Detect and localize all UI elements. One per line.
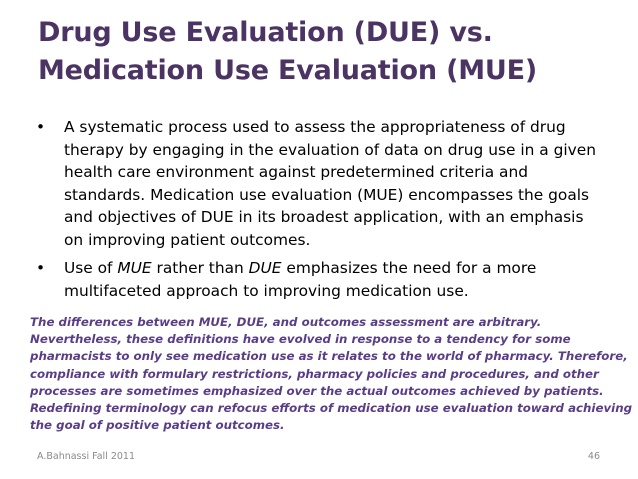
bullet-item-1: • A systematic process used to assess th…	[36, 116, 616, 251]
slide-title-line-1: Drug Use Evaluation (DUE) vs.	[38, 17, 493, 48]
note-line-7: the goal of positive patient outcomes.	[30, 418, 285, 433]
note-line-2: Nevertheless, these definitions have evo…	[30, 332, 571, 347]
slide-title-line-2: Medication Use Evaluation (MUE)	[38, 55, 538, 86]
note-line-5: processes are sometimes emphasized over …	[30, 383, 604, 398]
note-paragraph: The differences between MUE, DUE, and ou…	[30, 314, 633, 434]
bullet-1-line-1: A systematic process used to assess the …	[64, 118, 566, 136]
bullet-1-line-5: and objectives of DUE in its broadest ap…	[64, 208, 584, 226]
footer-author: A.Bahnassi Fall 2011	[37, 451, 136, 462]
bullet-list: • A systematic process used to assess th…	[36, 116, 616, 308]
slide-title: Drug Use Evaluation (DUE) vs. Medication…	[38, 14, 628, 90]
note-line-4: compliance with formulary restrictions, …	[30, 366, 599, 381]
bullet-2-line-1: Use of MUE rather than DUE emphasizes th…	[64, 257, 616, 280]
bullet-2-text-mid: rather than	[151, 259, 249, 277]
bullet-1-line-3: health care environment against predeter…	[64, 163, 529, 181]
note-line-3: pharmacists to only see medication use a…	[30, 349, 628, 364]
bullet-2-text-post: emphasizes the need for a more	[281, 259, 537, 277]
bullet-2-line-2: multifaceted approach to improving medic…	[64, 281, 469, 300]
note-line-6: Redefining terminology can refocus effor…	[30, 401, 633, 416]
bullet-2-emphasis-mue: MUE	[117, 259, 152, 277]
bullet-2-text-pre: Use of	[64, 259, 118, 277]
bullet-1-line-6: on improving patient outcomes.	[64, 230, 311, 249]
bullet-marker: •	[36, 118, 46, 136]
bullet-marker: •	[36, 259, 46, 277]
bullet-1-line-2: therapy by engaging in the evaluation of…	[64, 140, 596, 159]
page-number: 46	[587, 451, 600, 462]
bullet-2-emphasis-due: DUE	[248, 259, 282, 277]
bullet-item-2: • Use of MUE rather than DUE emphasizes …	[36, 257, 616, 302]
note-line-1: The differences between MUE, DUE, and ou…	[30, 315, 542, 329]
bullet-1-line-4: standards. Medication use evaluation (MU…	[64, 185, 590, 204]
